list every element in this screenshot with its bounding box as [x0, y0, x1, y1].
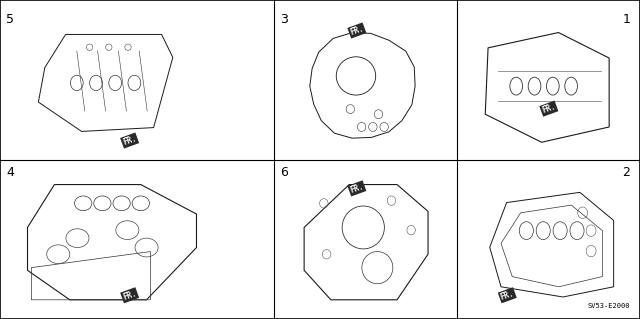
Text: 5: 5: [6, 13, 15, 26]
Text: 4: 4: [6, 166, 14, 179]
Text: 6: 6: [280, 166, 288, 179]
Text: 1: 1: [623, 13, 630, 26]
Text: FR.: FR.: [122, 134, 138, 147]
Text: FR.: FR.: [349, 24, 365, 37]
Text: FR.: FR.: [349, 182, 365, 195]
Text: 2: 2: [623, 166, 630, 179]
Text: FR.: FR.: [122, 289, 138, 302]
Text: FR.: FR.: [499, 289, 515, 302]
Text: FR.: FR.: [541, 102, 557, 115]
Text: SV53-E2000: SV53-E2000: [588, 303, 630, 309]
Text: 3: 3: [280, 13, 288, 26]
